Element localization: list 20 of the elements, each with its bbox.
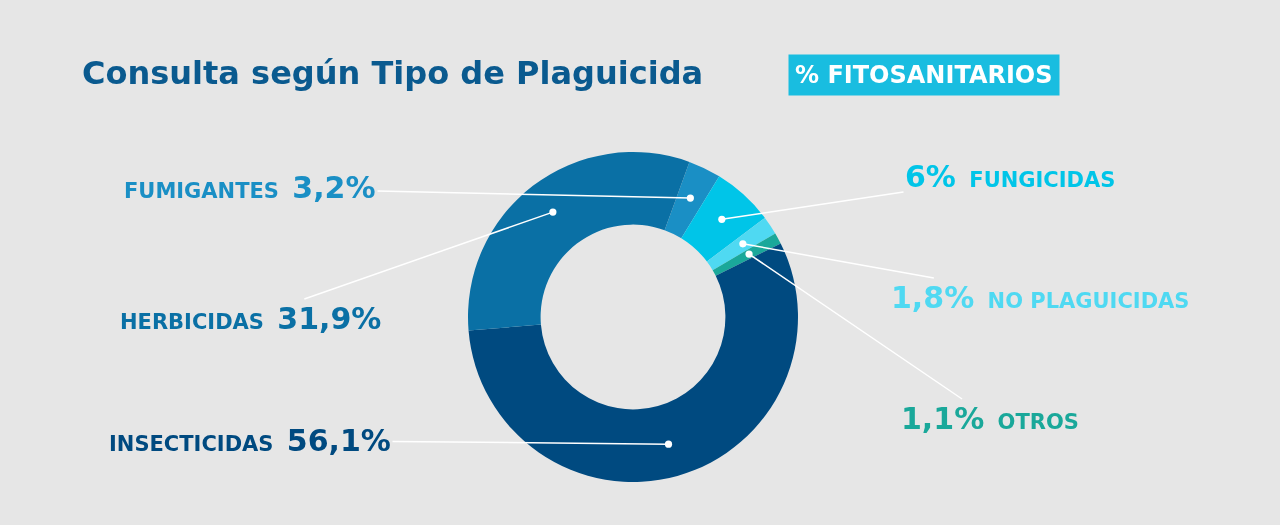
donut-slice (712, 233, 781, 276)
data-label: 1,1% (901, 401, 985, 436)
data-label: 56,1% (286, 423, 391, 458)
slice-label: FUNGICIDAS (969, 168, 1116, 192)
chart-title: Consulta según Tipo de Plaguicida (82, 54, 704, 92)
data-label: 3,2% (292, 170, 376, 205)
data-label: 6% (905, 159, 956, 194)
donut-slice (664, 161, 720, 239)
data-label: 31,9% (277, 301, 382, 336)
chart-subtitle: % FITOSANITARIOS (795, 61, 1053, 89)
slice-label: INSECTICIDAS (109, 432, 274, 456)
slice-label: NO PLAGUICIDAS (987, 289, 1190, 313)
slice-label: HERBICIDAS (120, 310, 264, 334)
slice-label: OTROS (997, 410, 1079, 434)
donut-slice (468, 152, 690, 331)
donut-slice (468, 243, 798, 482)
slice-label: FUMIGANTES (124, 179, 279, 203)
data-label: 1,8% (891, 280, 975, 315)
donut-slice (706, 217, 776, 271)
donut-slice (681, 176, 765, 262)
